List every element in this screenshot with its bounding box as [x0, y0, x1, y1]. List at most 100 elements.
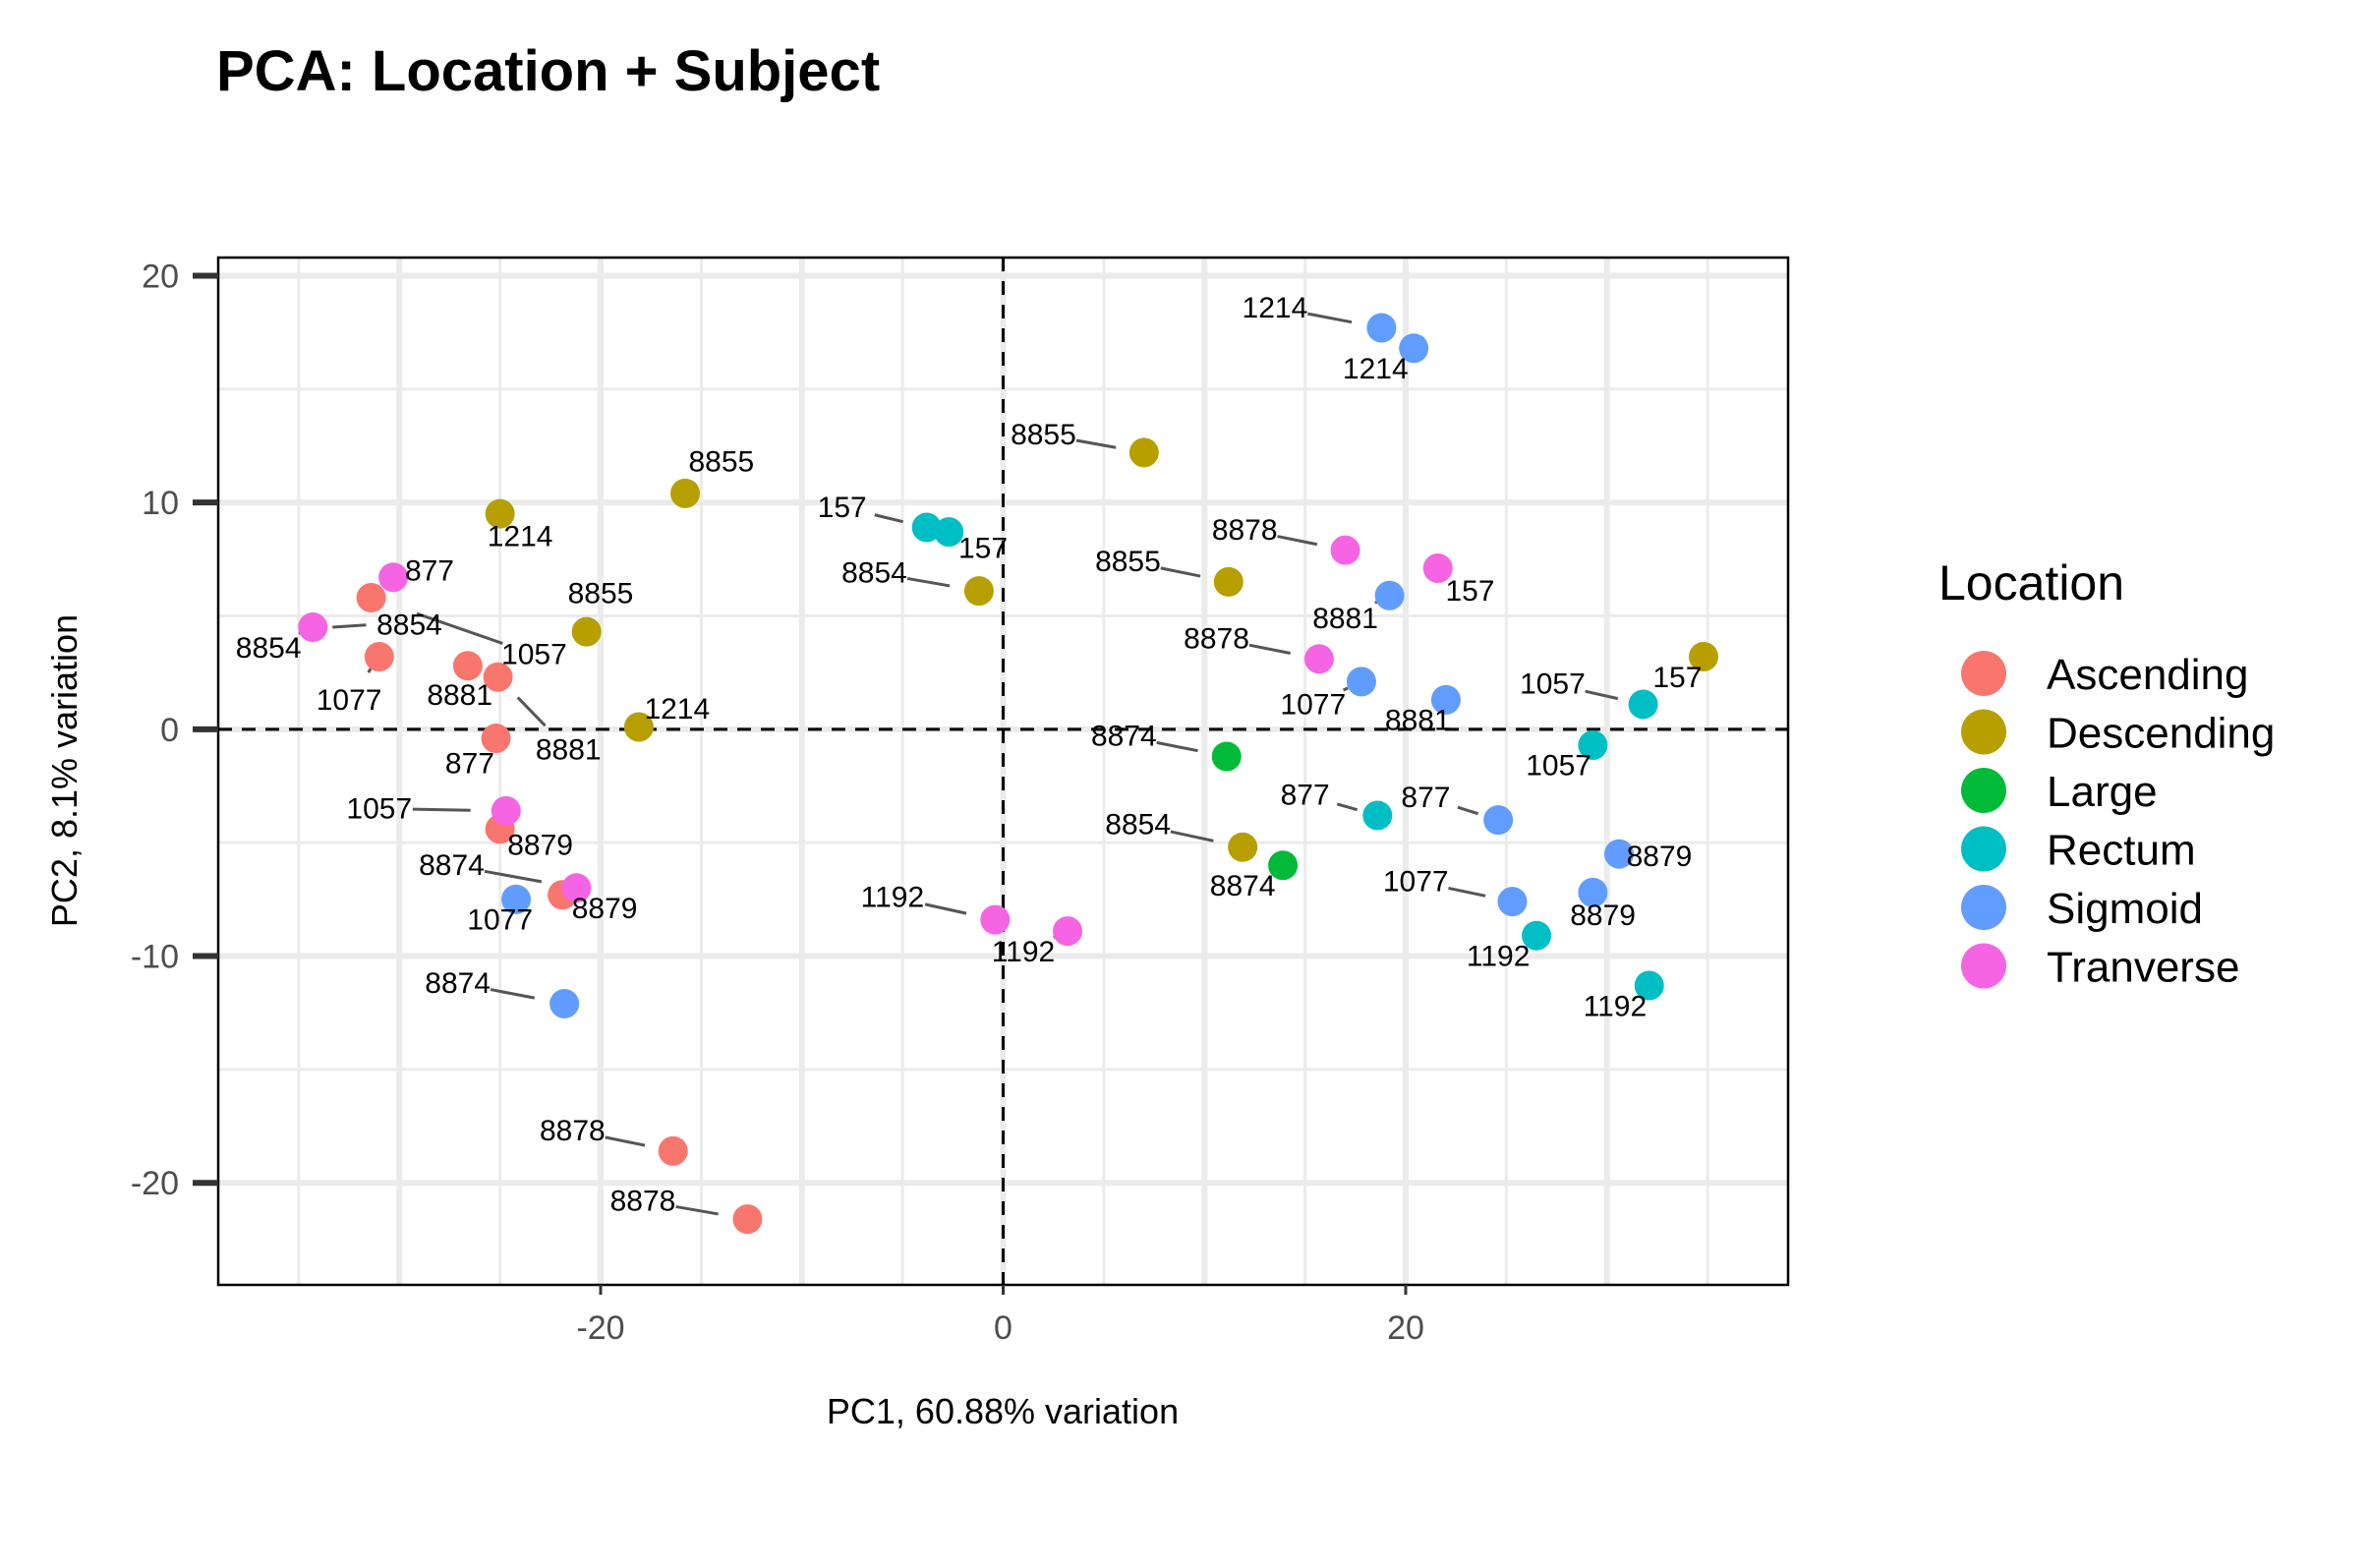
point-label: 877 [405, 554, 454, 587]
x-axis-label: PC1, 60.88% variation [827, 1391, 1179, 1431]
data-point [378, 562, 409, 593]
data-point [911, 512, 942, 543]
point-label: 8874 [425, 967, 491, 1000]
point-label: 8878 [610, 1186, 676, 1218]
data-point [561, 873, 592, 903]
point-label: 8878 [1212, 514, 1278, 547]
legend: Location Ascending Descending Large Rectum S… [1938, 555, 2275, 992]
label-connector [1075, 438, 1117, 449]
data-point [1268, 850, 1299, 881]
point-label: 8874 [419, 849, 485, 882]
legend-label: Sigmoid [2047, 885, 2203, 933]
label-connector [416, 611, 503, 645]
data-point [452, 651, 483, 681]
point-label: 1077 [317, 684, 382, 717]
y-tick-label: 10 [142, 485, 179, 522]
point-label: 8854 [236, 632, 302, 665]
data-point [1422, 553, 1453, 584]
y-tick-label: -20 [131, 1165, 179, 1202]
point-label: 877 [1281, 780, 1330, 812]
reference-lines [218, 258, 1788, 1285]
point-label: 1192 [861, 882, 925, 914]
point-label: 8874 [1091, 721, 1157, 753]
point-label: 8854 [376, 610, 442, 642]
legend-label: Rectum [2047, 827, 2196, 875]
label-connector [1156, 740, 1198, 753]
data-point [658, 1135, 688, 1166]
data-point [1578, 729, 1608, 760]
data-point [364, 642, 394, 672]
point-label: 1057 [1520, 668, 1586, 701]
data-point [1053, 916, 1083, 947]
point-label: 877 [445, 747, 494, 780]
data-point [1628, 689, 1658, 720]
point-label: 8878 [1184, 623, 1249, 656]
legend-label: Descending [2047, 710, 2275, 758]
point-label: 8855 [688, 446, 754, 479]
point-label: 8855 [1095, 546, 1161, 578]
data-point [732, 1204, 763, 1235]
point-label: 1192 [992, 936, 1056, 968]
label-connector [1160, 566, 1201, 578]
label-connector [484, 869, 543, 884]
point-label: 157 [818, 492, 867, 524]
legend-title: Location [1938, 555, 2124, 610]
data-point [1604, 839, 1635, 869]
data-point [1578, 877, 1608, 907]
label-connector [906, 576, 951, 588]
label-connector [1277, 535, 1318, 547]
legend-label: Ascending [2047, 651, 2248, 699]
point-label: 1214 [644, 693, 710, 726]
grid [218, 258, 1788, 1285]
label-connector [332, 623, 367, 629]
y-axis-label: PC2, 8.1% variation [44, 614, 85, 927]
point-label: 8881 [427, 679, 492, 712]
data-point [1399, 333, 1429, 364]
point-label: 1214 [488, 521, 553, 553]
label-connectors [298, 312, 1619, 1216]
data-point [623, 712, 654, 742]
point-label: 8879 [507, 829, 573, 861]
legend-swatch [1961, 943, 2006, 989]
point-label: 8874 [1210, 870, 1276, 902]
point-label: 1192 [1467, 941, 1531, 973]
legend-swatch [1961, 885, 2006, 930]
data-points [298, 313, 1719, 1235]
legend-label: Large [2047, 768, 2158, 816]
legend-label: Tranverse [2047, 944, 2239, 992]
point-label: 157 [1652, 662, 1702, 694]
label-connector [874, 513, 903, 524]
label-connector [1342, 686, 1349, 692]
point-label: 1214 [1243, 292, 1308, 324]
point-label: 1077 [1383, 865, 1449, 898]
point-label: 1057 [346, 793, 412, 826]
data-point [298, 612, 328, 643]
point-label: 1077 [467, 904, 533, 937]
data-point [1430, 684, 1461, 715]
data-point [485, 498, 515, 529]
label-connector [516, 696, 547, 727]
label-connector [1336, 802, 1359, 812]
label-connector [1307, 312, 1353, 324]
label-connector [675, 1204, 719, 1216]
data-point [549, 988, 580, 1018]
point-label: 1077 [1280, 688, 1346, 721]
label-connector [1457, 805, 1478, 816]
point-labels: 1057 1077 8881 8881 877 8879 8879 8878 8878 1214 8… [236, 292, 1703, 1218]
data-point [1362, 800, 1393, 831]
point-label: 1057 [501, 639, 567, 671]
point-label: 1214 [1343, 353, 1409, 385]
point-label: 8879 [1570, 900, 1636, 932]
data-point [483, 662, 513, 692]
point-label: 8881 [536, 734, 602, 767]
data-point [356, 583, 386, 613]
point-label: 8855 [568, 577, 634, 610]
data-point [571, 616, 602, 647]
label-connector [1170, 830, 1214, 842]
label-connector [412, 807, 471, 812]
point-label: 8854 [1105, 809, 1171, 842]
label-connector [1448, 886, 1486, 898]
x-tick-label: -20 [576, 1309, 624, 1347]
y-tick-label: 0 [160, 712, 179, 749]
data-point [1366, 313, 1397, 343]
